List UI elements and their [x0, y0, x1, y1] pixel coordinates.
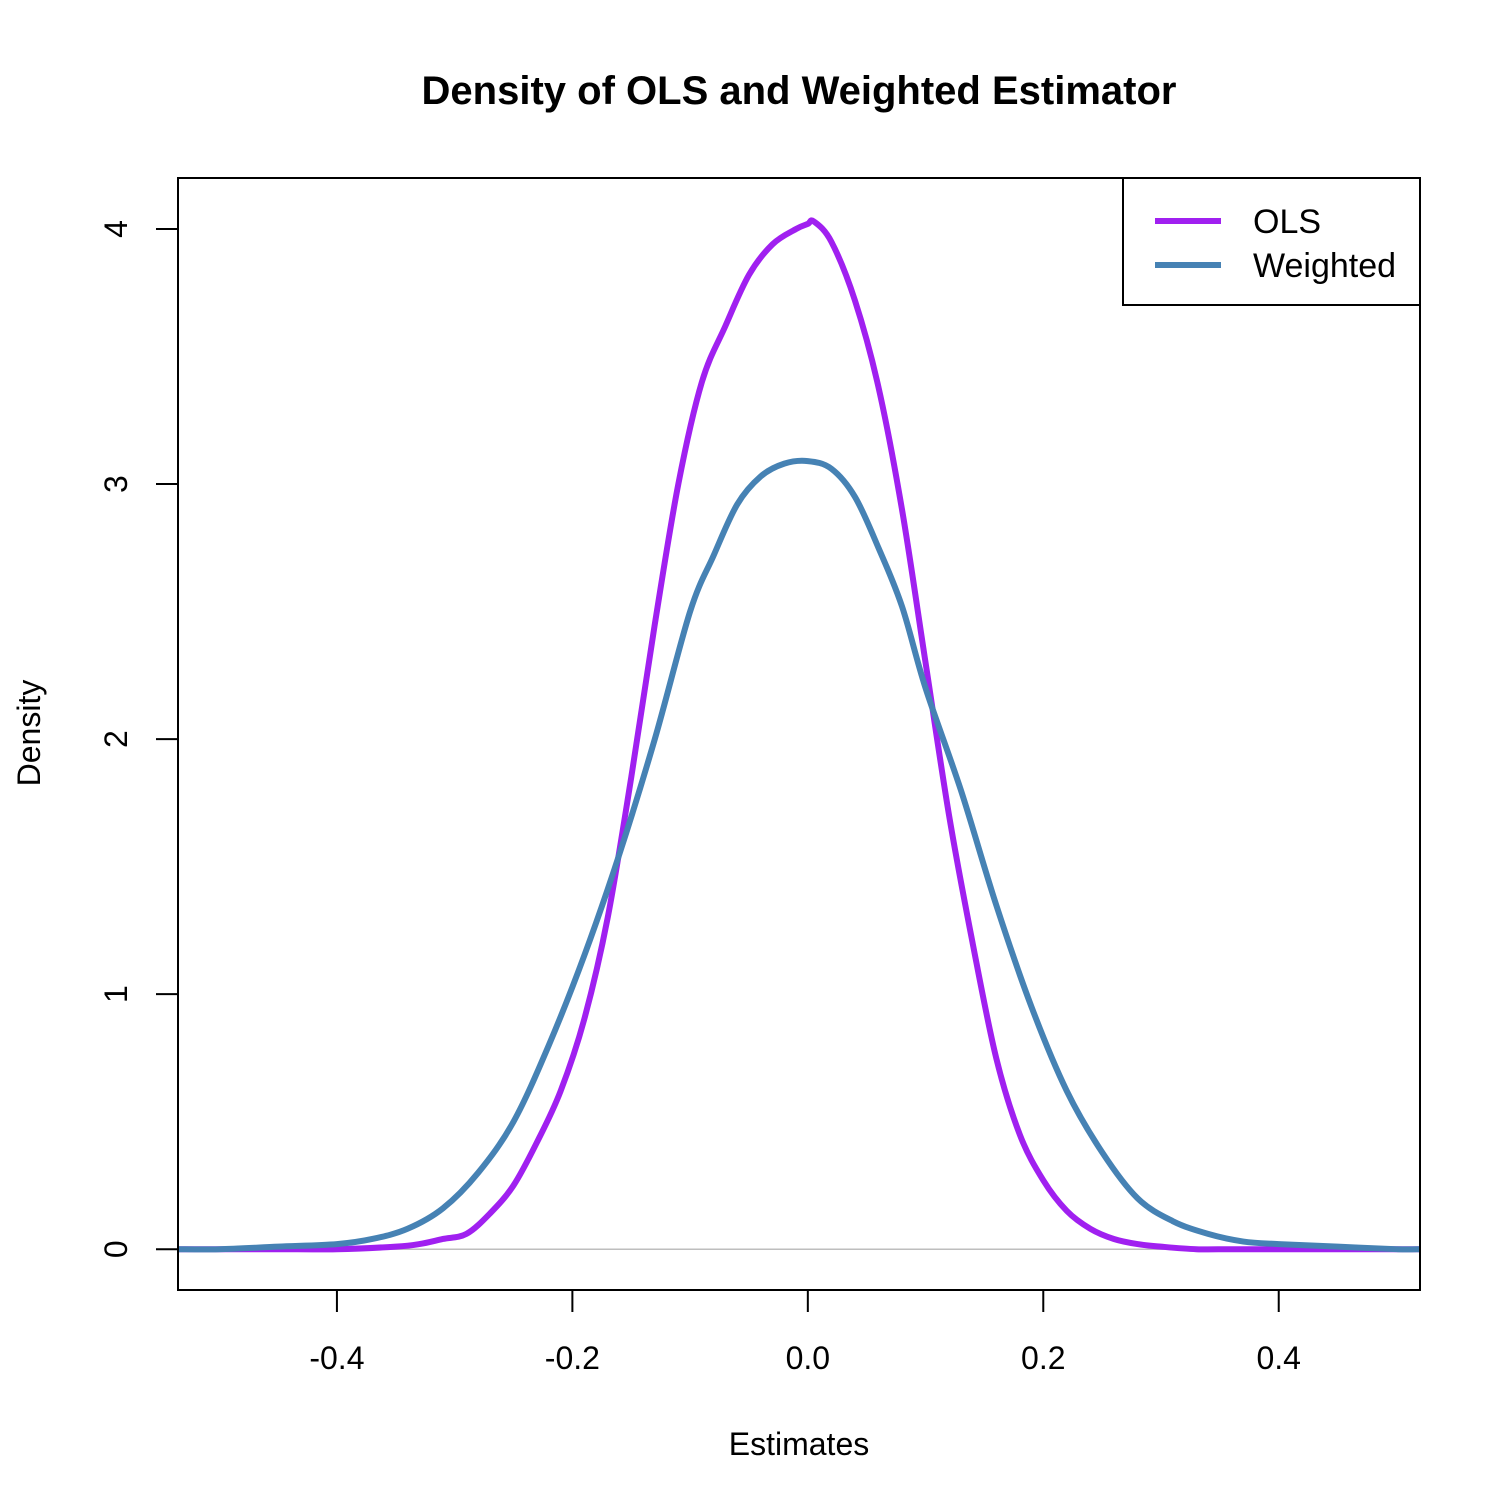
x-axis-label: Estimates [729, 1426, 869, 1462]
x-tick-label: -0.4 [309, 1340, 364, 1376]
chart-title: Density of OLS and Weighted Estimator [422, 69, 1177, 113]
legend-label-ols: OLS [1253, 203, 1321, 241]
series-line-weighted [178, 457, 1420, 1253]
x-tick-label: 0.0 [786, 1340, 830, 1376]
y-tick-label: 0 [98, 1240, 134, 1258]
legend: OLS Weighted [1122, 177, 1421, 306]
x-tick-label: 0.4 [1256, 1340, 1300, 1376]
y-tick-label: 1 [98, 985, 134, 1003]
y-tick-label: 2 [98, 730, 134, 748]
series-line-ols [178, 217, 1420, 1253]
legend-box [1122, 177, 1421, 306]
y-tick-label: 4 [98, 220, 134, 238]
series-layer [178, 217, 1420, 1253]
legend-label-weighted: Weighted [1253, 247, 1396, 285]
plot-frame [177, 177, 1421, 1291]
y-tick-label: 3 [98, 475, 134, 493]
x-tick-label: 0.2 [1021, 1340, 1065, 1376]
y-axis-label: Density [11, 680, 47, 787]
x-axis: -0.4 -0.2 0.0 0.2 0.4 [309, 1289, 1301, 1376]
x-tick-label: -0.2 [545, 1340, 600, 1376]
